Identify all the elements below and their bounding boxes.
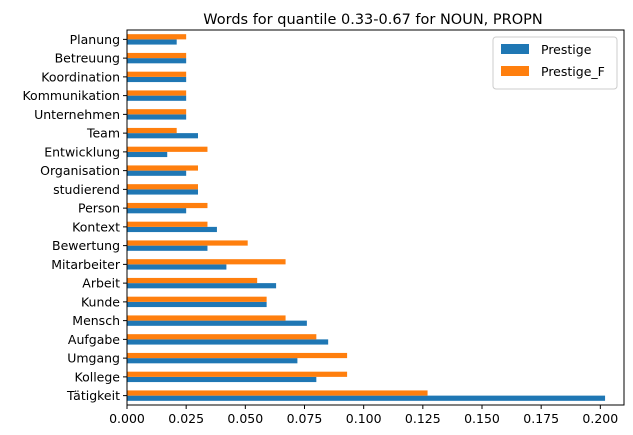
y-tick-label: Umgang xyxy=(67,351,120,366)
bar-prestige_f-9 xyxy=(127,221,208,227)
bar-prestige-2 xyxy=(127,358,298,364)
bars xyxy=(127,34,606,401)
x-tick-label: 0.075 xyxy=(287,411,323,426)
bar-prestige-13 xyxy=(127,151,168,158)
y-tick-label: Mensch xyxy=(72,313,120,328)
bar-prestige_f-17 xyxy=(127,71,187,77)
x-axis-ticks: 0.000 0.025 0.050 0.075 0.100 0.125 0.150 0.175… xyxy=(109,405,618,426)
legend: Prestige Prestige_F xyxy=(492,36,618,90)
bar-prestige_f-4 xyxy=(127,315,286,321)
bar-prestige-0 xyxy=(127,395,606,401)
bar-prestige_f-16 xyxy=(127,90,187,96)
bar-prestige_f-6 xyxy=(127,277,258,284)
bar-prestige-9 xyxy=(127,226,217,233)
chart-title: Words for quantile 0.33-0.67 for NOUN, P… xyxy=(203,12,542,28)
legend-label-prestige_f: Prestige_F xyxy=(541,64,605,79)
y-tick-label: Betreuung xyxy=(55,51,120,66)
y-tick-label: Kunde xyxy=(81,294,120,309)
legend-swatch-prestige_f xyxy=(501,66,529,76)
bar-prestige-5 xyxy=(127,301,267,308)
x-tick-label: 0.000 xyxy=(109,411,145,426)
y-tick-label: Bewertung xyxy=(52,238,120,253)
bar-prestige_f-14 xyxy=(127,127,177,134)
y-tick-label: Koordination xyxy=(41,69,120,84)
bar-prestige-1 xyxy=(127,376,317,383)
bar-prestige_f-18 xyxy=(127,52,187,59)
bar-prestige_f-15 xyxy=(127,109,187,115)
bar-prestige-17 xyxy=(127,76,187,83)
bar-prestige_f-5 xyxy=(127,296,267,302)
bar-prestige_f-3 xyxy=(127,334,317,340)
x-tick-label: 0.050 xyxy=(227,411,263,426)
bar-prestige_f-19 xyxy=(127,34,187,40)
bar-prestige_f-0 xyxy=(127,390,428,396)
bar-prestige-6 xyxy=(127,283,277,289)
bar-prestige_f-13 xyxy=(127,146,208,152)
bar-prestige_f-7 xyxy=(127,259,286,265)
bar-prestige-8 xyxy=(127,245,208,251)
y-tick-label: Organisation xyxy=(40,163,120,178)
y-tick-label: Team xyxy=(86,126,120,141)
y-tick-label: Kollege xyxy=(75,369,121,384)
y-tick-label: Person xyxy=(78,201,120,216)
y-tick-label: Mitarbeiter xyxy=(51,257,121,272)
plot-frame xyxy=(126,29,625,406)
x-tick-label: 0.150 xyxy=(464,411,500,426)
bar-prestige_f-11 xyxy=(127,184,198,190)
bar-prestige-7 xyxy=(127,264,227,270)
bar-prestige-19 xyxy=(127,39,177,45)
legend-swatch-prestige xyxy=(501,44,529,54)
y-tick-label: Kommunikation xyxy=(22,88,120,103)
bar-prestige_f-8 xyxy=(127,240,248,246)
y-tick-label: Unternehmen xyxy=(34,107,120,122)
y-tick-label: Planung xyxy=(70,32,120,47)
y-tick-label: Aufgabe xyxy=(68,332,120,347)
y-tick-label: Entwicklung xyxy=(44,144,120,159)
x-tick-label: 0.025 xyxy=(168,411,204,426)
bar-prestige-14 xyxy=(127,133,198,139)
y-tick-label: studierend xyxy=(53,182,120,197)
y-tick-label: Kontext xyxy=(72,219,120,234)
bar-prestige-12 xyxy=(127,170,187,176)
bar-prestige_f-12 xyxy=(127,165,198,171)
bar-prestige-10 xyxy=(127,208,187,214)
y-tick-label: Arbeit xyxy=(82,276,120,291)
x-tick-label: 0.200 xyxy=(582,411,618,426)
bar-prestige_f-10 xyxy=(127,202,208,209)
x-tick-label: 0.100 xyxy=(346,411,382,426)
bar-prestige-3 xyxy=(127,339,329,345)
x-tick-label: 0.125 xyxy=(405,411,441,426)
legend-label-prestige: Prestige xyxy=(541,42,592,57)
bar-prestige-11 xyxy=(127,189,198,195)
y-tick-label: Tätigkeit xyxy=(66,388,120,403)
bar-prestige-4 xyxy=(127,320,307,326)
x-tick-label: 0.175 xyxy=(523,411,559,426)
bar-prestige_f-1 xyxy=(127,371,348,377)
bar-prestige-15 xyxy=(127,114,187,120)
bar-prestige-16 xyxy=(127,95,187,101)
y-axis-ticks: Tätigkeit Kollege Umgang Aufgabe Mensch Kunde… xyxy=(22,32,127,403)
bar-prestige-18 xyxy=(127,58,187,64)
bar-prestige_f-2 xyxy=(127,352,348,359)
